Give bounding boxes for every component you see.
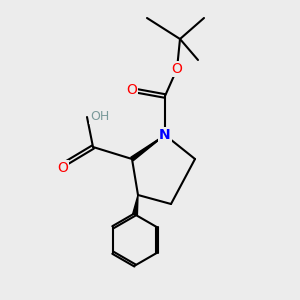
Text: O: O [58,161,68,175]
Polygon shape [133,195,138,215]
Polygon shape [131,135,165,161]
Text: O: O [172,62,182,76]
Text: O: O [127,83,137,97]
Text: OH: OH [90,110,109,124]
Text: N: N [159,128,171,142]
